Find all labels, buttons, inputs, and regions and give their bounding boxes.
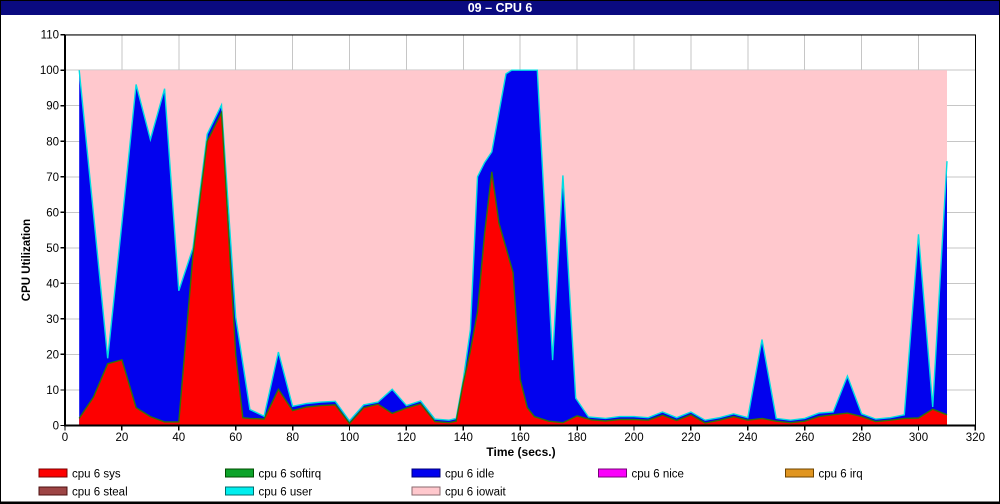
svg-text:110: 110 bbox=[41, 30, 59, 42]
svg-text:320: 320 bbox=[966, 432, 985, 444]
svg-text:Time (secs.): Time (secs.) bbox=[486, 445, 555, 459]
svg-text:240: 240 bbox=[738, 432, 757, 444]
svg-text:20: 20 bbox=[116, 432, 129, 444]
svg-text:0: 0 bbox=[53, 421, 59, 433]
svg-text:260: 260 bbox=[795, 432, 814, 444]
svg-text:cpu 6 sys: cpu 6 sys bbox=[72, 469, 121, 481]
svg-text:80: 80 bbox=[286, 432, 299, 444]
svg-text:20: 20 bbox=[46, 349, 59, 361]
svg-text:280: 280 bbox=[852, 432, 871, 444]
svg-text:cpu 6 softirq: cpu 6 softirq bbox=[259, 469, 322, 481]
svg-text:220: 220 bbox=[681, 432, 700, 444]
svg-text:0: 0 bbox=[62, 432, 68, 444]
svg-text:10: 10 bbox=[46, 385, 59, 397]
svg-text:CPU Utilization: CPU Utilization bbox=[21, 219, 33, 301]
svg-text:60: 60 bbox=[46, 207, 59, 219]
svg-text:70: 70 bbox=[46, 172, 59, 184]
svg-text:cpu 6 steal: cpu 6 steal bbox=[72, 487, 128, 499]
svg-text:180: 180 bbox=[568, 432, 587, 444]
svg-text:09 – CPU 6: 09 – CPU 6 bbox=[468, 1, 533, 15]
svg-text:40: 40 bbox=[172, 432, 185, 444]
svg-text:100: 100 bbox=[40, 65, 59, 77]
svg-text:200: 200 bbox=[624, 432, 643, 444]
svg-text:cpu 6 idle: cpu 6 idle bbox=[445, 469, 494, 481]
svg-text:cpu 6 iowait: cpu 6 iowait bbox=[445, 487, 507, 499]
svg-text:40: 40 bbox=[46, 278, 59, 290]
svg-text:140: 140 bbox=[454, 432, 473, 444]
svg-text:60: 60 bbox=[229, 432, 242, 444]
svg-text:160: 160 bbox=[511, 432, 530, 444]
svg-text:90: 90 bbox=[46, 101, 59, 113]
svg-text:cpu 6 user: cpu 6 user bbox=[259, 487, 313, 499]
svg-text:cpu 6 irq: cpu 6 irq bbox=[819, 469, 863, 481]
svg-text:cpu 6 nice: cpu 6 nice bbox=[632, 469, 684, 481]
svg-text:30: 30 bbox=[46, 314, 59, 326]
svg-text:100: 100 bbox=[340, 432, 359, 444]
svg-text:300: 300 bbox=[909, 432, 928, 444]
svg-text:120: 120 bbox=[397, 432, 416, 444]
svg-text:80: 80 bbox=[46, 136, 59, 148]
svg-text:50: 50 bbox=[46, 243, 59, 255]
